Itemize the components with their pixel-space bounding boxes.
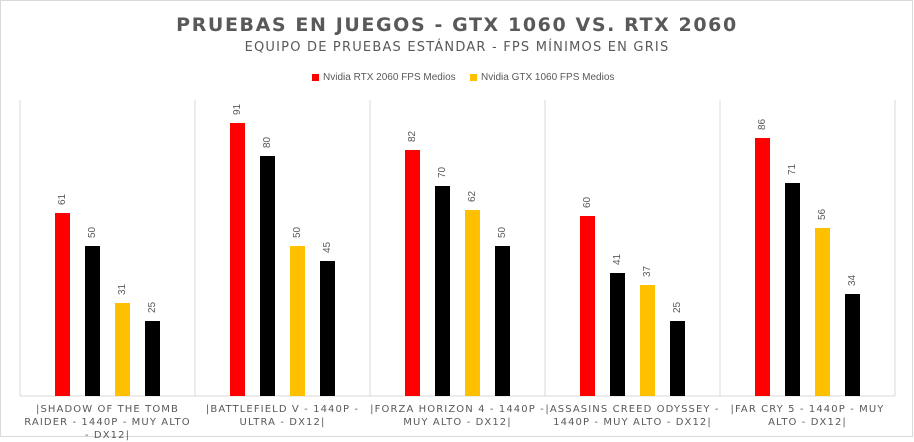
chart-title: PRUEBAS EN JUEGOS - GTX 1060 VS. RTX 206… <box>176 14 738 36</box>
legend-item-gtx1060: Nvidia GTX 1060 FPS Medios <box>470 70 614 84</box>
data-label-battlefield-v-gtx1060-avg: 50 <box>292 226 303 238</box>
category-label-battlefield-v: |BATTLEFIELD V - 1440P - ULTRA - DX12| <box>205 404 360 428</box>
bar-far-cry-5-rtx2060-min <box>785 183 800 396</box>
bar-forza-horizon-4-gtx1060-avg <box>465 210 480 396</box>
data-label-assasins-creed-odyssey-gtx1060-avg: 37 <box>642 265 653 277</box>
bar-shadow-tomb-raider-rtx2060-min <box>85 246 100 396</box>
bar-far-cry-5-rtx2060-avg <box>755 138 770 396</box>
bar-far-cry-5-gtx1060-min <box>845 294 860 396</box>
legend-item-rtx2060: Nvidia RTX 2060 FPS Medios <box>312 70 456 84</box>
bar-forza-horizon-4-rtx2060-min <box>435 186 450 396</box>
data-label-far-cry-5-rtx2060-avg: 86 <box>757 118 768 130</box>
legend-label-rtx2060: Nvidia RTX 2060 FPS Medios <box>323 71 456 83</box>
bar-battlefield-v-gtx1060-min <box>320 261 335 396</box>
chart-legend: Nvidia RTX 2060 FPS Medios Nvidia GTX 10… <box>0 70 914 84</box>
data-label-far-cry-5-rtx2060-min: 71 <box>787 163 798 175</box>
legend-swatch-rtx2060 <box>312 73 319 81</box>
bar-assasins-creed-odyssey-gtx1060-avg <box>640 285 655 396</box>
data-label-far-cry-5-gtx1060-min: 34 <box>847 274 858 286</box>
bar-shadow-tomb-raider-gtx1060-min <box>145 321 160 396</box>
category-label-far-cry-5: |FAR CRY 5 - 1440P - MUY ALTO - DX12| <box>730 404 885 428</box>
data-label-forza-horizon-4-gtx1060-avg: 62 <box>467 190 478 202</box>
data-label-battlefield-v-gtx1060-min: 45 <box>322 241 333 253</box>
data-label-far-cry-5-gtx1060-avg: 56 <box>817 208 828 220</box>
data-label-assasins-creed-odyssey-rtx2060-avg: 60 <box>582 196 593 208</box>
bar-assasins-creed-odyssey-rtx2060-avg <box>580 216 595 396</box>
data-label-shadow-tomb-raider-gtx1060-min: 25 <box>147 301 158 313</box>
category-label-shadow-tomb-raider: |SHADOW OF THE TOMB RAIDER - 1440P - MUY… <box>24 404 191 441</box>
legend-swatch-gtx1060 <box>470 73 477 81</box>
data-label-shadow-tomb-raider-rtx2060-min: 50 <box>87 226 98 238</box>
bar-battlefield-v-gtx1060-avg <box>290 246 305 396</box>
data-label-forza-horizon-4-gtx1060-min: 50 <box>497 226 508 238</box>
data-label-battlefield-v-rtx2060-avg: 91 <box>232 103 243 115</box>
bar-forza-horizon-4-gtx1060-min <box>495 246 510 396</box>
bar-shadow-tomb-raider-gtx1060-avg <box>115 303 130 396</box>
bar-assasins-creed-odyssey-gtx1060-min <box>670 321 685 396</box>
data-label-battlefield-v-rtx2060-min: 80 <box>262 136 273 148</box>
data-label-assasins-creed-odyssey-rtx2060-min: 41 <box>612 253 623 265</box>
data-label-forza-horizon-4-rtx2060-avg: 82 <box>407 130 418 142</box>
bar-shadow-tomb-raider-rtx2060-avg <box>55 213 70 396</box>
bar-battlefield-v-rtx2060-min <box>260 156 275 396</box>
legend-label-gtx1060: Nvidia GTX 1060 FPS Medios <box>481 71 615 83</box>
category-label-forza-horizon-4: |FORZA HORIZON 4 - 1440P - MUY ALTO - DX… <box>370 404 545 428</box>
chart-subtitle: EQUIPO DE PRUEBAS ESTÁNDAR - FPS MÍNIMOS… <box>244 40 670 55</box>
bar-far-cry-5-gtx1060-avg <box>815 228 830 396</box>
data-label-assasins-creed-odyssey-gtx1060-min: 25 <box>672 301 683 313</box>
data-label-shadow-tomb-raider-gtx1060-avg: 31 <box>117 283 128 295</box>
data-label-forza-horizon-4-rtx2060-min: 70 <box>437 166 448 178</box>
data-label-shadow-tomb-raider-rtx2060-avg: 61 <box>57 193 68 205</box>
bar-battlefield-v-rtx2060-avg <box>230 123 245 396</box>
category-label-assasins-creed-odyssey: |ASSASINS CREED ODYSSEY - 1440P - MUY AL… <box>545 404 720 428</box>
bar-forza-horizon-4-rtx2060-avg <box>405 150 420 396</box>
bar-assasins-creed-odyssey-rtx2060-min <box>610 273 625 396</box>
